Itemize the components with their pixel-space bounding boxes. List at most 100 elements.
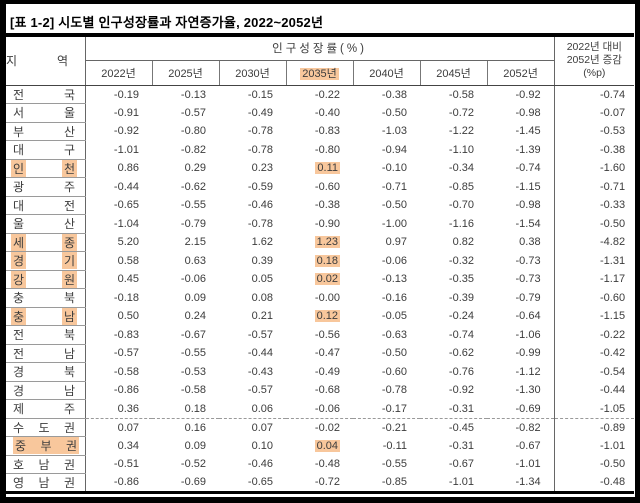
- growth-value-cell: -0.78: [247, 217, 273, 230]
- growth-value-cell: -0.53: [180, 365, 206, 378]
- region-char: 남: [63, 346, 75, 361]
- change-value-cell: -0.07: [553, 103, 635, 122]
- growth-value-cell: -0.73: [515, 273, 541, 286]
- highlighted-value: 0.12: [314, 310, 340, 323]
- growth-value-cell: -0.46: [247, 458, 273, 471]
- region-char: 주: [63, 402, 75, 417]
- growth-value-cell: -1.15: [515, 180, 541, 193]
- growth-value-cell: -1.01: [113, 143, 139, 156]
- change-value-cell: -1.60: [553, 159, 635, 178]
- table-row-전남: 전 남 -0.57 -0.55 -0.44 -0.47 -0.50 -0.62 -0.99 -0.…: [6, 344, 635, 363]
- growth-value-cell: -0.74: [448, 328, 474, 341]
- growth-value-cell: -0.98: [515, 106, 541, 119]
- growth-value-cell: -0.49: [314, 365, 340, 378]
- table-row-울산: 울 산 -1.04 -0.79 -0.78 -0.90 -1.00 -1.16 -1.54 -0.…: [6, 214, 635, 234]
- growth-value-cell: -0.68: [314, 384, 340, 397]
- table-row-충북: 충 북 -0.18 0.09 0.08 -0.00 -0.16 -0.39 -0.79 -0.60: [6, 288, 635, 308]
- highlighted-value: 0.11: [315, 162, 340, 175]
- growth-value-cell: 0.12: [286, 307, 353, 326]
- region-char: 산: [63, 217, 75, 232]
- change-value-cell: -0.74: [553, 85, 635, 104]
- region-char: 충: [11, 307, 27, 325]
- growth-value-cell: 1.23: [286, 233, 353, 252]
- region-char: 경: [13, 365, 25, 380]
- highlighted-value: 0.04: [314, 439, 340, 452]
- growth-value-cell: 0.86: [117, 162, 139, 175]
- growth-value-cell: 0.50: [117, 310, 139, 323]
- region-char: 권: [65, 439, 77, 454]
- growth-value-cell: -0.55: [180, 199, 206, 212]
- growth-value-cell: -0.76: [448, 365, 474, 378]
- year-header-2040: 2040년: [353, 60, 421, 86]
- growth-value-cell: -0.10: [381, 162, 407, 175]
- region-char: 권: [63, 457, 75, 472]
- growth-value-cell: -0.13: [381, 273, 407, 286]
- growth-value-cell: -1.10: [448, 143, 474, 156]
- change-value-cell: -0.53: [553, 122, 635, 141]
- region-char: 경: [13, 383, 25, 398]
- table-row-충남: 충 남 0.50 0.24 0.21 0.12 -0.05 -0.24 -0.64 -1.15: [6, 307, 635, 326]
- growth-value-cell: -0.74: [515, 162, 541, 175]
- table-row-강원: 강 원 0.45 -0.06 0.05 0.02 -0.13 -0.35 -0.73 -1.17: [6, 270, 635, 289]
- growth-value-cell: -0.62: [180, 180, 206, 193]
- growth-value-cell: 0.63: [184, 254, 206, 267]
- growth-value-cell: -0.57: [180, 106, 206, 119]
- growth-value-cell: -0.06: [381, 254, 407, 267]
- growth-value-cell: -1.03: [381, 125, 407, 138]
- growth-value-cell: 0.29: [184, 162, 206, 175]
- region-char: 광: [13, 180, 25, 195]
- change-value-cell: -1.31: [553, 251, 635, 270]
- region-char: 권: [63, 476, 75, 490]
- growth-value-cell: -0.85: [381, 476, 407, 489]
- growth-value-cell: 5.20: [117, 236, 139, 249]
- growth-value-cell: 0.21: [251, 310, 273, 323]
- growth-value-cell: -1.12: [515, 365, 541, 378]
- region-char: 전: [63, 198, 75, 213]
- table-row-대전: 대 전 -0.65 -0.55 -0.46 -0.38 -0.50 -0.70 -0.98 -0.…: [6, 196, 635, 215]
- region-char: 남: [63, 383, 75, 398]
- region-char: 종: [61, 233, 77, 251]
- region-char: 천: [61, 159, 77, 177]
- growth-value-cell: 0.10: [251, 439, 273, 452]
- growth-value-cell: -0.57: [247, 328, 273, 341]
- growth-value-cell: -1.30: [515, 384, 541, 397]
- growth-value-cell: 0.07: [85, 417, 152, 437]
- growth-value-cell: -0.06: [180, 273, 206, 286]
- growth-value-cell: -0.44: [113, 180, 139, 193]
- growth-value-cell: -0.52: [180, 458, 206, 471]
- growth-value-cell: 0.02: [286, 270, 353, 289]
- region-char: 북: [63, 328, 75, 343]
- region-char: 북: [63, 291, 75, 306]
- growth-value-cell: -0.78: [247, 125, 273, 138]
- region-char: 울: [63, 106, 75, 121]
- region-char: 남: [61, 307, 77, 325]
- region-char: 전: [13, 87, 25, 102]
- region-char: 중: [15, 439, 27, 454]
- region-char: 영: [13, 476, 25, 490]
- region-char: 대: [13, 143, 25, 158]
- highlighted-value: 0.18: [314, 254, 340, 267]
- growth-value-cell: 1.62: [251, 236, 273, 249]
- growth-value-cell: -0.38: [381, 88, 407, 101]
- growth-value-cell: -0.21: [353, 417, 420, 437]
- growth-value-cell: -0.57: [247, 384, 273, 397]
- region-header-char: 역: [56, 54, 68, 69]
- growth-value-cell: -0.19: [113, 88, 139, 101]
- growth-value-cell: -0.78: [247, 143, 273, 156]
- change-value-cell: -1.05: [553, 399, 635, 418]
- region-char: 세: [11, 233, 27, 251]
- growth-value-cell: -0.92: [515, 88, 541, 101]
- growth-value-cell: -0.55: [381, 458, 407, 471]
- growth-value-cell: -0.16: [381, 291, 407, 304]
